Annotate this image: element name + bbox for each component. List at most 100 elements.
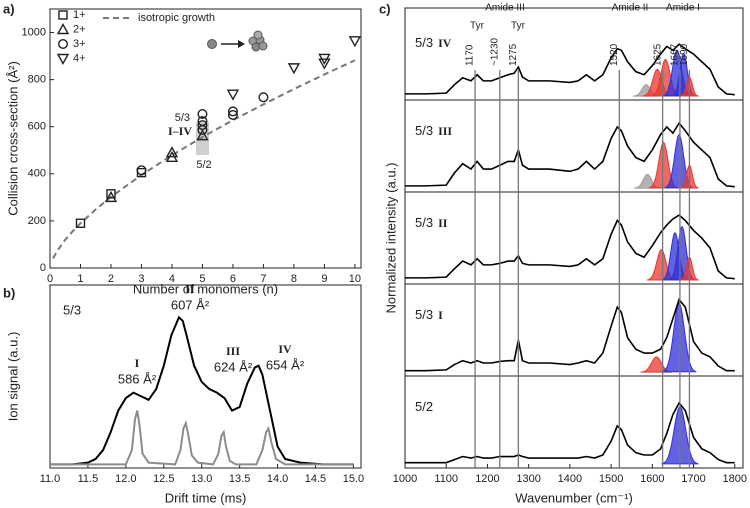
x-tick-label: 13.5	[229, 473, 250, 485]
marker	[258, 92, 269, 103]
legend-label: 3+	[73, 38, 86, 50]
x-tick-label: 2	[108, 273, 114, 285]
x-axis-label: Drift time (ms)	[165, 490, 247, 505]
annotation: 5/2	[196, 159, 211, 171]
band-group-label: Amide II	[612, 3, 649, 14]
marker	[165, 150, 179, 163]
panel-sample-label: 5/2	[415, 399, 433, 414]
band-group-label: Tyr	[511, 21, 526, 32]
x-tick-label: 1000	[393, 473, 417, 485]
marker	[196, 129, 209, 141]
marker	[348, 36, 362, 48]
panel-sample-label: 5/3 I	[415, 307, 443, 322]
band-label: 1625	[652, 43, 663, 66]
x-tick-label: 15.0	[343, 473, 364, 485]
peak-label: I	[135, 356, 140, 370]
marker	[287, 63, 301, 75]
marker	[227, 106, 238, 117]
annotation: 5/3	[175, 112, 190, 124]
peak-ccs: 607 Å²	[171, 297, 210, 312]
marker	[136, 165, 147, 176]
panel-sample-label: 5/3 II	[415, 215, 448, 230]
marker	[165, 146, 179, 158]
band-group-label: Amide I	[666, 3, 700, 14]
x-tick-label: 1500	[599, 473, 623, 485]
band-label: 1275	[508, 43, 519, 66]
x-tick-label: 1200	[475, 473, 499, 485]
x-axis-label: Wavenumber (cm⁻¹)	[515, 490, 633, 505]
band-group-label: Tyr	[470, 21, 485, 32]
legend-marker	[56, 23, 70, 35]
spectrum	[405, 401, 735, 464]
marker	[104, 190, 118, 203]
x-tick-label: 14.0	[267, 473, 288, 485]
band-label: 1520	[609, 43, 620, 66]
legend-label: isotropic growth	[138, 12, 215, 24]
x-tick-label: 1	[77, 273, 83, 285]
x-tick-label: 8	[291, 273, 297, 285]
trace	[50, 410, 354, 466]
subplot-frame	[404, 375, 744, 469]
peak-label: II	[185, 282, 195, 296]
y-tick-label: 1000	[22, 26, 46, 38]
marker	[318, 58, 331, 70]
legend-marker	[58, 39, 69, 50]
marker	[318, 53, 331, 65]
marker	[197, 109, 208, 120]
peak-ccs: 624 Å²	[214, 359, 253, 374]
y-tick-label: 0	[40, 262, 46, 274]
growth-icon	[207, 30, 268, 52]
trace	[50, 315, 354, 466]
y-tick-label: 600	[28, 121, 46, 133]
x-tick-label: 1800	[723, 473, 747, 485]
panel-label: b)	[3, 285, 15, 300]
panel-label: c)	[379, 1, 391, 16]
band-label: ~1230	[489, 37, 500, 66]
panel-label: a)	[3, 1, 15, 16]
panel-sample-label: 5/3 III	[415, 123, 452, 138]
x-tick-label: 10	[349, 273, 361, 285]
x-tick-label: 1700	[681, 473, 705, 485]
x-tick-label: 11.0	[40, 473, 61, 485]
x-tick-label: 13.0	[191, 473, 212, 485]
spectrum	[405, 297, 735, 372]
x-tick-label: 14.5	[305, 473, 326, 485]
legend-marker	[56, 53, 70, 65]
x-tick-label: 9	[321, 273, 327, 285]
subplot-frame	[404, 283, 744, 377]
x-tick-label: 11.5	[78, 473, 99, 485]
marker	[106, 189, 116, 199]
x-tick-label: 3	[138, 273, 144, 285]
marker	[197, 116, 208, 127]
x-tick-label: 1300	[516, 473, 540, 485]
conformer: IV	[438, 36, 452, 50]
peak-label: III	[226, 344, 240, 358]
legend-label: 4+	[73, 52, 86, 64]
x-tick-label: 1400	[558, 473, 582, 485]
conformer: II	[438, 216, 448, 230]
plot-frame	[49, 284, 362, 469]
x-tick-label: 6	[230, 273, 236, 285]
sample-label: 5/3	[63, 302, 81, 317]
peak-ccs: 586 Å²	[118, 371, 157, 386]
x-axis-label: Number of monomers (n)	[133, 281, 278, 296]
highlight-box	[196, 122, 209, 155]
plot-frame	[49, 8, 362, 269]
legend-label: 1+	[73, 9, 86, 21]
sample: 5/3	[415, 35, 433, 50]
x-tick-label: 7	[260, 273, 266, 285]
annotation: I–IV	[168, 124, 192, 138]
band-label: 1170	[465, 44, 476, 66]
x-tick-label: 0	[47, 273, 53, 285]
conformer: III	[438, 124, 452, 138]
marker	[227, 109, 238, 120]
marker	[226, 89, 240, 101]
x-tick-label: 12.5	[153, 473, 174, 485]
sample: 5/3	[415, 123, 433, 138]
peak-label: IV	[278, 342, 292, 356]
sample: 5/3	[415, 307, 433, 322]
panel-sample-label: 5/3 IV	[415, 35, 452, 50]
peak-ccs: 654 Å²	[266, 357, 305, 372]
y-tick-label: 200	[28, 215, 46, 227]
